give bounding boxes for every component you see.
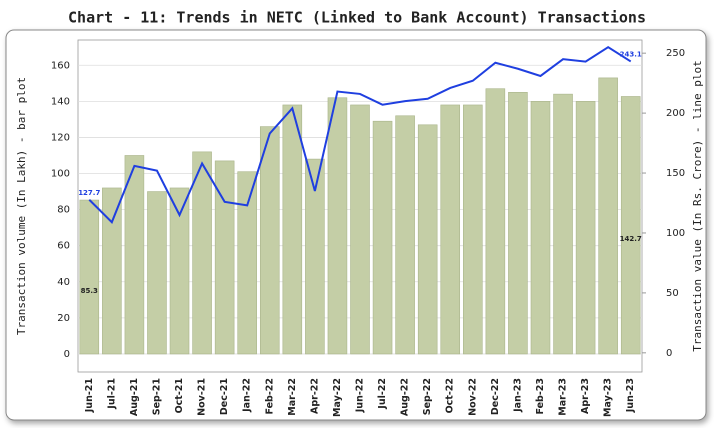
x-tick-label: Jun-21 — [84, 378, 95, 413]
bar — [282, 104, 303, 355]
line-value-label: 127.7 — [78, 189, 100, 197]
y2-tick-label: 200 — [666, 108, 685, 119]
bar — [508, 92, 528, 355]
bar — [553, 93, 573, 355]
x-tick-label: May-23 — [603, 378, 614, 417]
x-tick-label: Mar-22 — [287, 378, 298, 416]
x-tick-label: Sep-22 — [422, 378, 433, 415]
bar — [327, 97, 348, 355]
bar — [259, 126, 280, 355]
x-tick-label: Oct-22 — [445, 378, 456, 413]
y-tick-label: 100 — [51, 169, 70, 180]
x-tick-label: Aug-21 — [129, 378, 140, 416]
bar-value-label: 142.7 — [620, 235, 642, 243]
bar — [463, 104, 483, 355]
y-tick-label: 160 — [51, 60, 70, 71]
bar — [485, 88, 506, 355]
y-tick-label: 80 — [57, 205, 70, 216]
bar — [372, 120, 393, 355]
y-tick-label: 20 — [57, 313, 70, 324]
bar — [575, 101, 596, 355]
y-tick-label: 120 — [51, 132, 70, 143]
bar — [102, 187, 122, 355]
line-value-label: 243.1 — [620, 50, 642, 58]
bar — [147, 191, 167, 355]
bar — [237, 171, 257, 355]
y2-tick-label: 150 — [666, 168, 685, 179]
x-tick-label: Jul-22 — [377, 378, 388, 410]
x-tick-label: Aug-22 — [400, 378, 411, 416]
x-tick-label: Jan-23 — [512, 378, 523, 413]
bar — [395, 115, 415, 355]
bar — [214, 160, 235, 355]
y2-axis-label: Transaction value (In Rs. Crore) - line … — [691, 60, 704, 351]
x-tick-label: Jun-23 — [625, 378, 636, 413]
line — [88, 46, 632, 224]
bar-value-label: 85.3 — [81, 287, 98, 295]
y-tick-label: 140 — [51, 96, 70, 107]
bar — [169, 187, 190, 355]
x-tick-label: Nov-22 — [467, 378, 478, 416]
bar — [124, 155, 145, 355]
x-tick-label: Jan-22 — [242, 378, 253, 413]
y-tick-label: 40 — [57, 277, 70, 288]
bar — [620, 96, 641, 355]
x-tick-label: May-22 — [332, 378, 343, 417]
x-tick-label: Jun-22 — [355, 378, 366, 413]
x-tick-label: Sep-21 — [151, 378, 162, 415]
y2-tick-label: 0 — [666, 348, 672, 359]
x-tick-label: Oct-21 — [174, 378, 185, 413]
y-tick-label: 60 — [57, 241, 70, 252]
bar — [530, 101, 551, 355]
y2-tick-label: 100 — [666, 228, 685, 239]
bar — [417, 124, 438, 355]
x-tick-label: Nov-21 — [197, 378, 208, 416]
x-tick-label: Jul-21 — [106, 378, 117, 410]
x-tick-label: Feb-23 — [535, 378, 546, 415]
y2-tick-label: 250 — [666, 48, 685, 59]
plot-area — [77, 39, 643, 373]
bar — [79, 199, 100, 355]
x-tick-label: Feb-22 — [264, 378, 275, 415]
bar — [305, 158, 325, 355]
x-tick-label: Apr-22 — [309, 378, 320, 414]
chart-title: Chart - 11: Trends in NETC (Linked to Ba… — [68, 9, 646, 27]
x-tick-label: Dec-22 — [490, 378, 501, 415]
x-tick-label: Apr-23 — [580, 378, 591, 414]
bar — [350, 104, 370, 355]
y-axis-label: Transaction volume (In Lakh) - bar plot — [15, 77, 28, 335]
bar — [192, 151, 212, 355]
bar — [440, 104, 461, 355]
x-tick-label: Mar-23 — [558, 378, 569, 416]
y-tick-label: 0 — [64, 349, 70, 360]
bar — [598, 77, 618, 355]
y2-tick-label: 50 — [666, 288, 679, 299]
x-tick-label: Dec-21 — [219, 378, 230, 415]
